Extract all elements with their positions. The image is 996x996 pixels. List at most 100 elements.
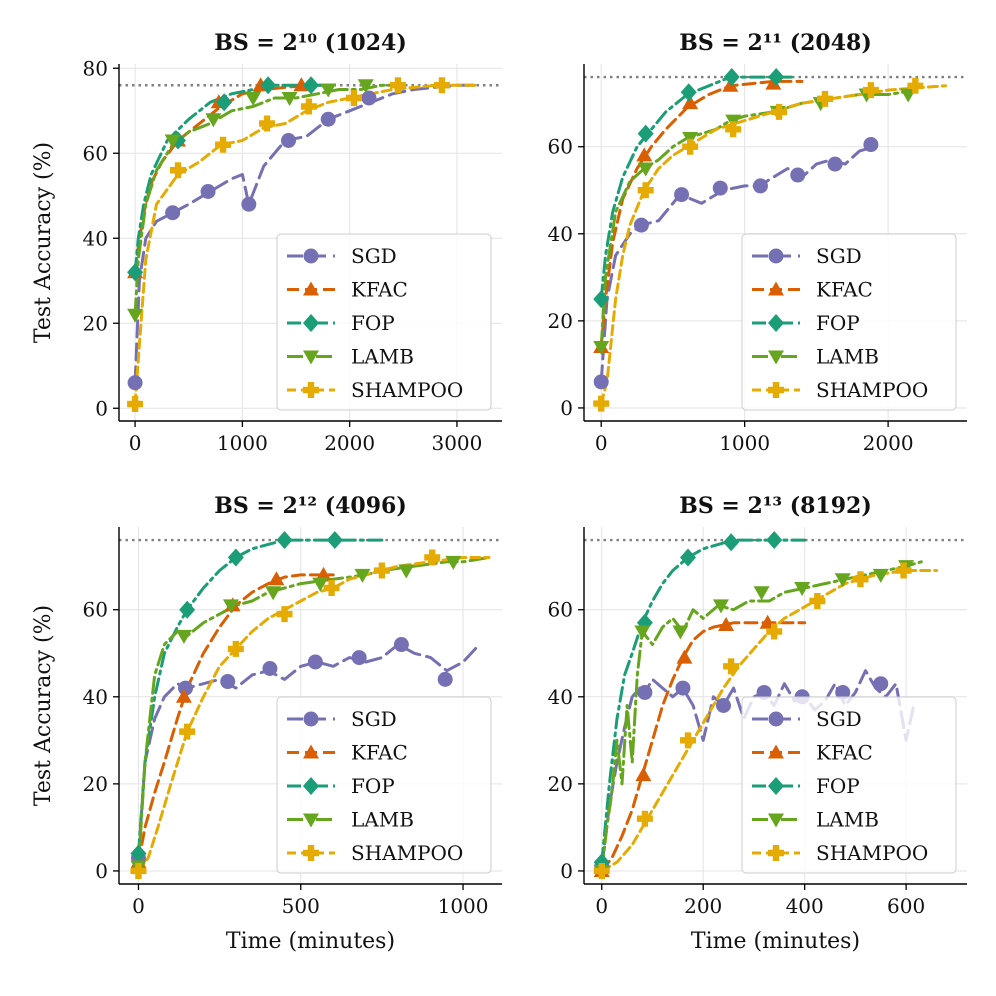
legend-marker [303,845,319,861]
x-tick-label: 1000 [719,431,770,455]
legend: SGD KFAC FOP LAMB SHAMPOO [276,233,492,411]
point-shampoo [424,549,441,566]
point-lamb [634,625,651,640]
legend-marker [768,744,784,759]
point-lamb [281,92,298,106]
point-shampoo [679,732,696,749]
point-kfac [635,767,652,782]
legend-item-sgd: SGD [287,244,397,268]
series-line-fop [133,83,330,274]
legend: SGD KFAC FOP LAMB SHAMPOO [276,696,492,874]
legend-label: SHAMPOO [351,841,463,865]
point-sgd [437,671,453,687]
point-kfac [682,95,699,110]
legend-item-lamb: LAMB [752,345,879,369]
y-tick-label: 0 [560,396,573,420]
point-shampoo [127,396,144,412]
point-fop [326,531,343,550]
point-fop [768,68,785,87]
legend-label: SGD [816,707,862,731]
point-lamb [753,586,770,601]
x-tick-label: 0 [132,894,145,918]
subplot-2: 0 1000 2000 0 20 40 60 BS = 2¹¹ (2048) SGD KFAC FO… [548,30,967,455]
point-lamb [164,134,181,149]
point-sgd [262,660,278,676]
point-fop [227,548,244,567]
x-tick-label: 200 [684,894,722,918]
series-line-lamb [600,560,923,873]
point-fop [130,844,147,863]
y-axis-label: Test Accuracy (%) [31,605,56,806]
series-line-shampoo [133,83,480,406]
legend-item-shampoo: SHAMPOO [752,378,928,402]
legend-item-shampoo: SHAMPOO [287,378,463,402]
subplot-title: BS = 2¹¹ (2048) [679,30,872,56]
point-shampoo [259,115,276,132]
point-sgd [307,654,323,670]
point-kfac [636,147,653,162]
point-lamb [205,113,222,128]
legend-marker [768,711,784,727]
legend-item-kfac: KFAC [752,278,873,302]
series-line-fop [599,75,797,301]
point-sgd [835,684,851,700]
y-tick-label: 40 [83,685,108,709]
legend-marker [303,382,319,398]
y-tick-label: 60 [548,135,573,159]
series-line-sgd [133,83,480,385]
point-lamb [127,308,144,323]
point-sgd [127,375,143,391]
point-lamb [872,568,889,583]
point-lamb [834,573,851,588]
legend-box [276,233,492,411]
point-lamb [357,79,374,94]
legend-label: KFAC [351,741,408,765]
point-fop [723,533,740,552]
legend-label: LAMB [816,345,879,369]
x-tick-label: 600 [887,894,925,918]
point-sgd [320,111,336,127]
legend-label: FOP [816,774,860,798]
legend-item-lamb: LAMB [287,345,414,369]
legend-marker [768,813,784,828]
point-fop [766,531,783,550]
point-lamb [312,577,329,592]
y-tick-label: 40 [548,222,573,246]
point-shampoo [907,77,924,94]
point-shampoo [862,82,879,99]
legend-label: LAMB [351,808,414,832]
point-sgd [637,684,653,700]
point-shampoo [389,77,406,94]
legend-item-fop: FOP [287,311,395,335]
y-tick-label: 20 [548,309,573,333]
legend-label: LAMB [351,345,414,369]
point-fop [679,548,696,567]
legend-label: SHAMPOO [351,378,463,402]
point-shampoo [771,103,788,120]
series-line-lamb [137,556,491,869]
point-sgd [241,196,257,212]
legend-label: FOP [351,774,395,798]
plot-area [593,68,947,412]
legend-label: SHAMPOO [816,841,928,865]
legend-marker [768,382,784,398]
point-shampoo [345,90,362,106]
x-tick-label: 0 [595,894,608,918]
point-shampoo [637,182,654,199]
legend-item-kfac: KFAC [287,278,408,302]
legend-box [741,233,957,411]
point-sgd [827,156,843,172]
y-tick-label: 40 [83,226,108,250]
point-shampoo [276,606,293,623]
point-lamb [637,162,654,177]
legend-marker [303,711,319,727]
point-shampoo [895,562,912,579]
y-tick-label: 60 [548,598,573,622]
legend-label: KFAC [351,278,408,302]
x-tick-label: 1000 [438,894,489,918]
point-lamb [593,340,610,355]
point-sgd [756,684,772,700]
point-lamb [445,555,462,570]
point-lamb [354,568,371,583]
point-shampoo [170,162,187,179]
